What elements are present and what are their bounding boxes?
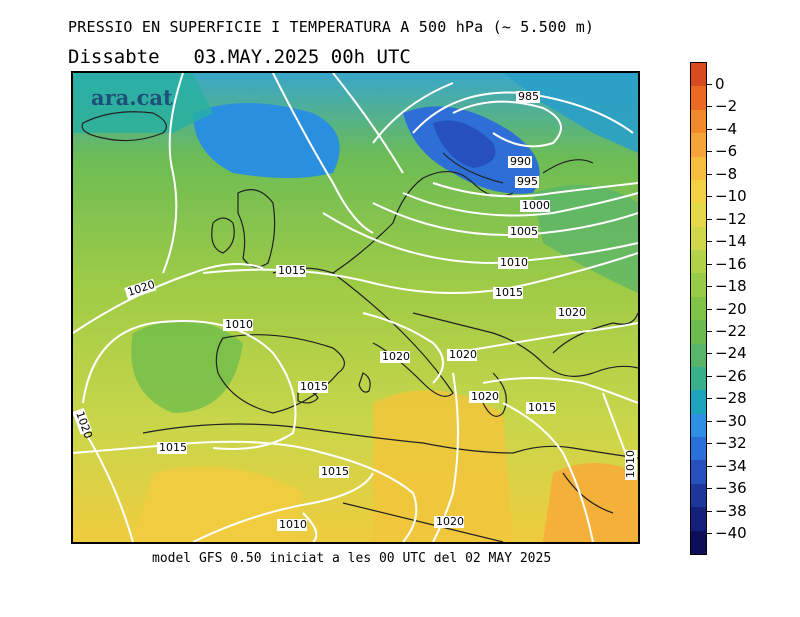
colorbar-tick-label: −32 [707,434,747,452]
isobar-label: 1010 [225,318,253,331]
isobar-label: 1010 [624,450,637,478]
colorbar-tick-label: −30 [707,412,747,430]
colorbar-swatch [691,507,706,530]
colorbar-ticks: 0 −2 −4 −6 −8 −10 −12 −14 −16 −18 −20 −22 −24 −26 −28 −… [707,62,797,555]
colorbar-swatch [691,133,706,156]
colorbar-tick-label: −6 [707,142,737,160]
isobar-label: 1020 [382,350,410,363]
colorbar-tick-label: −14 [707,232,747,250]
weather-map: 985 990 995 1000 1005 1010 1015 1020 101… [71,71,640,544]
map-svg: 985 990 995 1000 1005 1010 1015 1020 101… [73,73,638,542]
date-label: 03.MAY.2025 00h UTC [194,46,411,68]
colorbar-swatch [691,414,706,437]
isobar-label: 1010 [279,518,307,531]
isobar-label: 1015 [495,286,523,299]
colorbar-swatch [691,203,706,226]
map-subtitle: Dissabte 03.MAY.2025 00h UTC [68,46,411,68]
colorbar-swatch [691,273,706,296]
colorbar-swatch [691,484,706,507]
isobar-label: 1020 [449,348,477,361]
colorbar-swatch [691,227,706,250]
isobar-label: 1020 [436,515,464,528]
colorbar-swatch [691,320,706,343]
colorbar-swatch [691,86,706,109]
colorbar-swatch [691,180,706,203]
isobar-label: 1000 [522,199,550,212]
colorbar-tick-label: −18 [707,277,747,295]
map-title: PRESSIO EN SUPERFICIE I TEMPERATURA A 50… [68,18,594,36]
isobar-label: 995 [517,175,538,188]
colorbar-swatch [691,110,706,133]
colorbar-swatch [691,250,706,273]
colorbar-tick-label: −20 [707,300,747,318]
colorbar-tick-label: −26 [707,367,747,385]
colorbar-tick-label: −24 [707,344,747,362]
colorbar-tick-label: −4 [707,120,737,138]
colorbar-tick-label: −36 [707,479,747,497]
colorbar-swatch [691,63,706,86]
colorbar-tick-label: −22 [707,322,747,340]
isobar-label: 1010 [500,256,528,269]
isobar-label: 990 [510,155,531,168]
isobar-label: 1015 [278,264,306,277]
isobar-label: 1015 [300,380,328,393]
isobar-label: 1005 [510,225,538,238]
colorbar-tick-label: −8 [707,165,737,183]
colorbar-swatch [691,460,706,483]
colorbar-tick-label: −38 [707,502,747,520]
colorbar-tick-label: −12 [707,210,747,228]
colorbar-swatch [691,437,706,460]
colorbar-tick-label: −34 [707,457,747,475]
isobar-label: 1015 [159,441,187,454]
colorbar-tick-label: −10 [707,187,747,205]
colorbar-tick-label: −28 [707,389,747,407]
colorbar-tick-label: 0 [707,75,725,93]
colorbar-swatch [691,390,706,413]
isobar-label: 985 [518,90,539,103]
colorbar-tick-label: −16 [707,255,747,273]
isobar-label: 1020 [558,306,586,319]
isobar-label: 1015 [528,401,556,414]
colorbar-swatch [691,344,706,367]
model-run-info: model GFS 0.50 iniciat a les 00 UTC del … [152,551,551,566]
colorbar-tick-label: −40 [707,524,747,542]
ara-cat-logo: ara.cat [91,85,173,110]
colorbar-tick-label: −2 [707,97,737,115]
isobar-label: 1020 [471,390,499,403]
colorbar-swatch [691,531,706,554]
colorbar-swatch [691,157,706,180]
colorbar-swatch [691,297,706,320]
day-label: Dissabte [68,46,160,68]
colorbar-swatch [691,367,706,390]
temperature-colorbar [690,62,707,555]
isobar-label: 1015 [321,465,349,478]
